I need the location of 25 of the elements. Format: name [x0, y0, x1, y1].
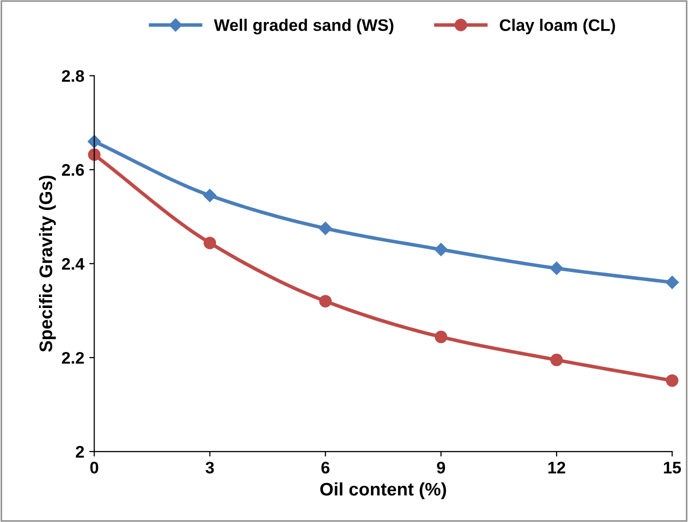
point [434, 330, 448, 344]
point [666, 276, 679, 289]
x-tick-label: 9 [436, 462, 446, 474]
point [666, 374, 678, 387]
y-tick-label: 2.4 [62, 258, 84, 270]
x-tick-label: 6 [321, 462, 330, 474]
y-tick-label: 2.2 [62, 352, 84, 364]
y-axis-title: Specific Gravity (Gs) [38, 176, 56, 352]
point [550, 354, 563, 366]
y-tick-label: 2.8 [62, 70, 84, 82]
x-tick-label: 3 [206, 462, 214, 474]
point [203, 188, 216, 202]
legend-label: Well graded sand (WS) [214, 18, 394, 34]
point [319, 294, 332, 308]
x-axis-title: Oil content (%) [320, 482, 446, 500]
point [204, 236, 216, 250]
point [318, 222, 332, 235]
x-tick-label: 12 [548, 462, 566, 474]
point [434, 242, 448, 256]
x-tick-label: 0 [90, 462, 98, 474]
point [550, 262, 564, 275]
legend-label: Clay loam (CL) [500, 18, 616, 34]
x-tick-label: 15 [664, 462, 681, 474]
y-tick-label: 2.6 [62, 164, 84, 176]
y-tick-label: 2 [76, 446, 84, 458]
